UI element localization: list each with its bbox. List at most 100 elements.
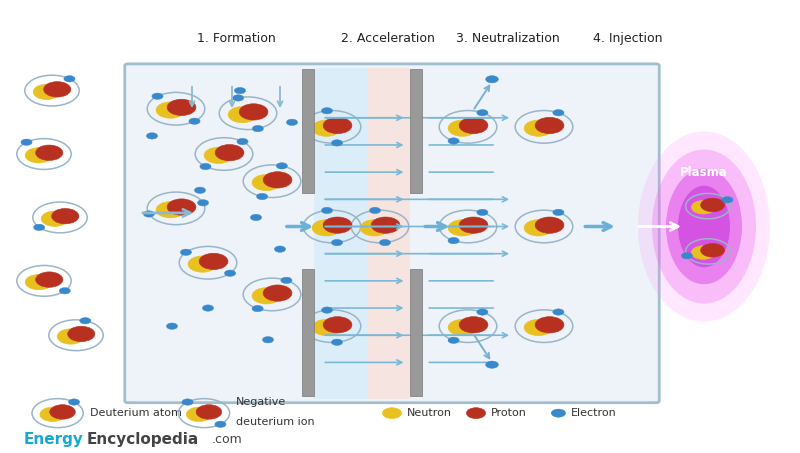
Circle shape	[167, 199, 196, 215]
Text: deuterium ion: deuterium ion	[236, 417, 314, 427]
Bar	[302, 69, 314, 193]
Circle shape	[322, 307, 333, 313]
Circle shape	[59, 288, 70, 294]
Circle shape	[156, 202, 185, 218]
Bar	[314, 68, 367, 399]
Circle shape	[701, 244, 725, 257]
Circle shape	[466, 408, 486, 419]
Text: Proton: Proton	[490, 408, 526, 418]
Circle shape	[535, 217, 564, 233]
Circle shape	[331, 239, 342, 246]
Circle shape	[263, 172, 292, 188]
Circle shape	[459, 117, 488, 134]
Text: 4. Injection: 4. Injection	[594, 32, 662, 45]
Bar	[367, 68, 410, 399]
Circle shape	[448, 220, 477, 236]
Circle shape	[312, 120, 341, 136]
Circle shape	[551, 409, 566, 417]
Circle shape	[257, 193, 268, 200]
Circle shape	[263, 285, 292, 301]
Circle shape	[36, 145, 63, 160]
Circle shape	[276, 163, 287, 169]
Circle shape	[331, 140, 342, 146]
Circle shape	[535, 317, 564, 333]
Circle shape	[370, 207, 381, 214]
Circle shape	[196, 405, 222, 419]
Circle shape	[322, 207, 333, 214]
Text: Encyclopedia: Encyclopedia	[86, 432, 198, 447]
Circle shape	[200, 164, 211, 170]
Circle shape	[477, 309, 488, 315]
Circle shape	[262, 337, 274, 343]
Circle shape	[382, 408, 402, 419]
Circle shape	[34, 224, 45, 231]
Circle shape	[553, 309, 564, 315]
Circle shape	[448, 319, 477, 336]
Circle shape	[691, 200, 715, 214]
Circle shape	[252, 125, 263, 132]
Circle shape	[371, 217, 400, 233]
Circle shape	[722, 197, 733, 203]
Circle shape	[180, 249, 191, 255]
Circle shape	[250, 214, 262, 221]
Text: 1. Formation: 1. Formation	[197, 32, 275, 45]
Circle shape	[198, 200, 209, 206]
Circle shape	[459, 217, 488, 233]
Circle shape	[167, 99, 196, 116]
Circle shape	[64, 76, 75, 82]
Text: Deuterium atom: Deuterium atom	[90, 408, 182, 418]
Circle shape	[448, 120, 477, 136]
Circle shape	[323, 117, 352, 134]
Circle shape	[535, 117, 564, 134]
Ellipse shape	[638, 131, 770, 322]
Circle shape	[152, 93, 163, 99]
Text: 2. Acceleration: 2. Acceleration	[341, 32, 435, 45]
Circle shape	[322, 108, 333, 114]
Circle shape	[379, 239, 390, 246]
Circle shape	[25, 148, 52, 163]
Circle shape	[448, 138, 459, 144]
Circle shape	[682, 253, 693, 259]
Circle shape	[448, 337, 459, 343]
Text: 3. Neutralization: 3. Neutralization	[456, 32, 560, 45]
Circle shape	[57, 329, 84, 344]
Circle shape	[477, 209, 488, 216]
Circle shape	[156, 102, 185, 118]
Circle shape	[331, 339, 342, 345]
Circle shape	[252, 174, 281, 191]
Circle shape	[239, 104, 268, 120]
Text: Energy: Energy	[24, 432, 84, 447]
Circle shape	[524, 220, 553, 236]
Text: Neutron: Neutron	[406, 408, 451, 418]
Circle shape	[274, 246, 286, 252]
Circle shape	[52, 208, 79, 224]
Circle shape	[448, 237, 459, 244]
Circle shape	[234, 87, 246, 94]
Circle shape	[199, 253, 228, 270]
Text: .com: .com	[212, 433, 242, 446]
Circle shape	[44, 82, 71, 97]
Circle shape	[21, 139, 32, 145]
Text: Electron: Electron	[571, 408, 617, 418]
Circle shape	[69, 399, 80, 405]
Circle shape	[252, 305, 263, 312]
Circle shape	[188, 256, 217, 272]
Circle shape	[286, 119, 298, 125]
Circle shape	[486, 76, 498, 83]
Circle shape	[143, 211, 154, 217]
Circle shape	[36, 272, 63, 287]
Circle shape	[80, 318, 91, 324]
Circle shape	[323, 317, 352, 333]
Circle shape	[459, 317, 488, 333]
Circle shape	[33, 84, 60, 100]
Circle shape	[691, 246, 715, 259]
Circle shape	[189, 118, 200, 125]
Circle shape	[41, 211, 68, 226]
Circle shape	[524, 120, 553, 136]
Circle shape	[68, 326, 95, 342]
Bar	[410, 69, 422, 193]
Circle shape	[215, 421, 226, 428]
Circle shape	[323, 217, 352, 233]
Circle shape	[40, 407, 66, 422]
Circle shape	[524, 319, 553, 336]
